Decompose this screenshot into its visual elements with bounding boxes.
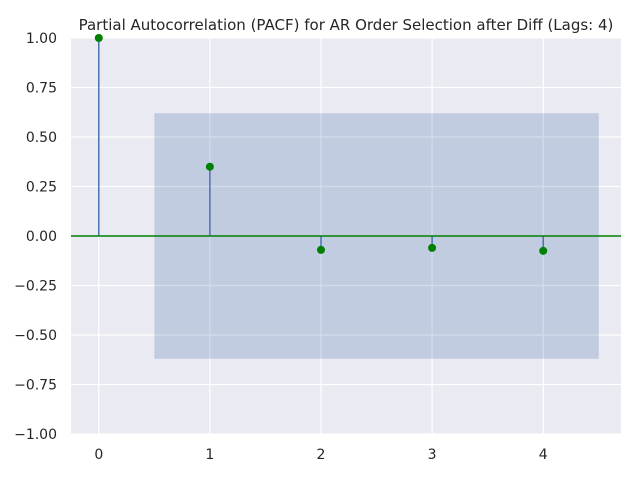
markers	[94, 34, 548, 255]
x-tick-label: 0	[94, 447, 103, 463]
y-tick-label: 0.25	[26, 180, 57, 196]
x-tick-label: 2	[317, 447, 326, 463]
x-tick-label: 3	[428, 447, 437, 463]
y-tick-label: −0.75	[14, 378, 57, 394]
y-tick-label: −1.00	[14, 427, 57, 443]
marker-lag-4	[539, 246, 548, 255]
marker-lag-0	[94, 34, 103, 42]
y-tick-label: 0.75	[26, 81, 57, 97]
y-tick-labels: 1.00 0.75 0.50 0.25 0.00 −0.25 −0.50 −0.75 −1.00	[14, 31, 57, 443]
y-tick-label: 0.50	[26, 130, 57, 146]
marker-lag-2	[317, 245, 325, 254]
marker-lag-3	[428, 243, 437, 252]
y-tick-label: −0.50	[14, 328, 57, 344]
y-tick-label: 0.00	[26, 229, 57, 245]
x-tick-label: 1	[205, 447, 214, 463]
y-tick-label: 1.00	[26, 31, 57, 47]
chart-title: Partial Autocorrelation (PACF) for AR Or…	[79, 16, 614, 34]
x-tick-labels: 0 1 2 3 4	[94, 447, 547, 463]
x-tick-label: 4	[539, 447, 548, 463]
marker-lag-1	[205, 162, 214, 171]
y-tick-label: −0.25	[14, 279, 57, 295]
